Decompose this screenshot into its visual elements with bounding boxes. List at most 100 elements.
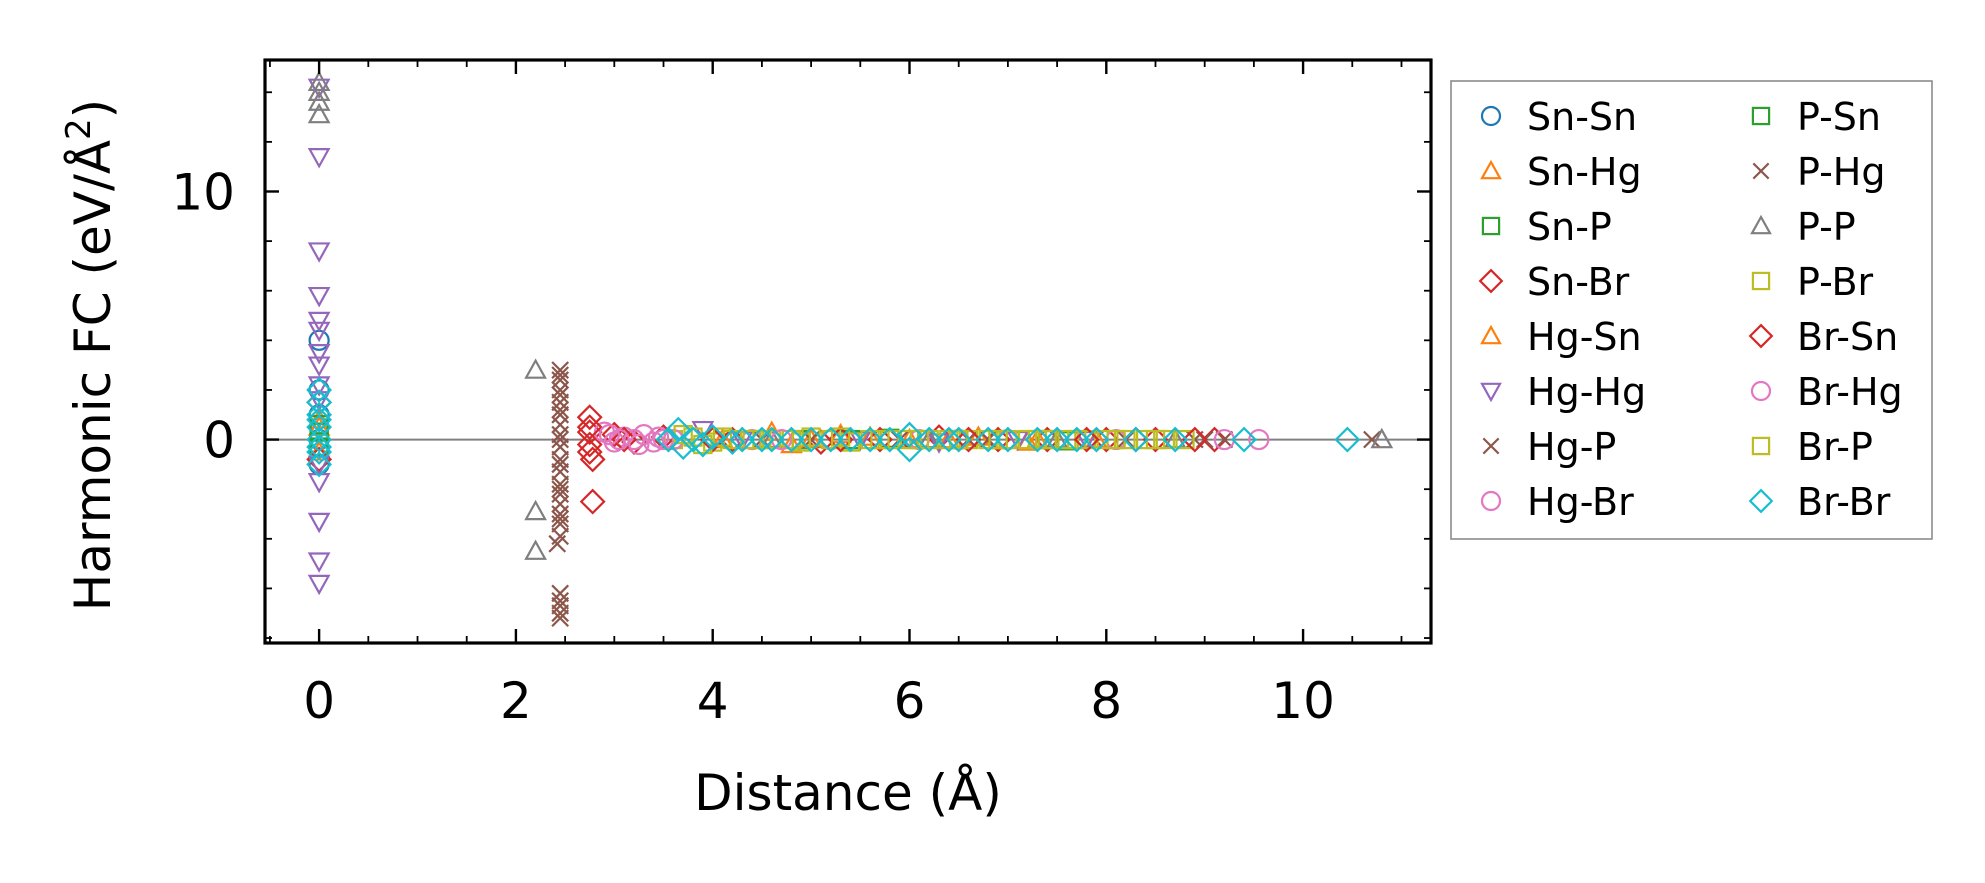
x-tick-label: 10 <box>1271 672 1335 730</box>
point-br-sn <box>576 414 603 441</box>
point-br-br <box>857 426 884 453</box>
point-br-br <box>916 426 943 453</box>
point-br-br <box>306 426 333 453</box>
point-br-br <box>935 426 962 453</box>
legend-marker-hg-p <box>1482 437 1500 455</box>
point-p-hg <box>551 604 570 623</box>
point-p-p <box>524 499 547 521</box>
point-sn-br <box>1201 426 1228 453</box>
point-p-br <box>1135 429 1156 450</box>
point-br-hg <box>598 424 620 446</box>
point-br-p <box>830 427 851 447</box>
point-sn-br <box>579 488 606 515</box>
legend-marker-br-br <box>1748 488 1774 514</box>
legend-label-br-sn: Br-Sn <box>1797 315 1898 359</box>
point-br-br <box>975 426 1002 453</box>
point-sn-br <box>576 419 603 446</box>
point-br-sn <box>1073 426 1100 453</box>
point-hg-p <box>551 596 570 615</box>
point-hg-p <box>551 438 570 456</box>
legend-marker-p-hg <box>1752 162 1770 180</box>
point-p-hg <box>551 400 570 419</box>
point-p-br <box>1037 429 1057 450</box>
y-axis-label-superscript: 2 <box>59 118 99 140</box>
point-br-sn <box>611 426 638 453</box>
legend-marker-hg-hg <box>1480 382 1502 403</box>
point-p-hg <box>551 366 570 384</box>
data-points <box>306 70 1394 628</box>
point-br-br <box>306 451 333 478</box>
point-hg-hg <box>730 430 754 452</box>
legend-marker-hg-sn <box>1480 324 1502 345</box>
point-hg-hg <box>307 356 331 377</box>
point-br-p <box>949 429 969 450</box>
legend-marker-p-sn <box>1751 106 1771 126</box>
point-hg-p <box>551 584 570 603</box>
point-br-br <box>306 401 333 428</box>
point-br-hg <box>647 426 670 448</box>
point-br-br <box>306 376 333 403</box>
point-br-br <box>670 434 697 460</box>
point-br-br <box>306 406 333 433</box>
point-p-hg <box>551 510 570 528</box>
point-p-br <box>1116 429 1136 450</box>
point-hg-hg <box>307 148 331 169</box>
x-tick-label: 6 <box>894 672 926 730</box>
point-br-hg <box>608 428 630 451</box>
legend-label-p-sn: P-Sn <box>1797 95 1881 139</box>
point-sn-br <box>576 404 603 431</box>
point-hg-p <box>1363 430 1381 449</box>
legend-label-hg-p: Hg-P <box>1527 425 1616 469</box>
point-br-sn <box>576 439 603 465</box>
point-br-br <box>778 426 805 453</box>
point-br-br <box>689 431 716 458</box>
legend-label-br-br: Br-Br <box>1797 480 1891 524</box>
point-br-br <box>1044 426 1071 453</box>
point-br-br <box>817 426 844 453</box>
point-hg-sn <box>967 425 990 446</box>
point-p-hg <box>551 455 570 474</box>
point-br-br <box>748 426 775 453</box>
point-br-br <box>655 426 682 453</box>
point-hg-p <box>551 515 570 533</box>
y-axis-label-close: ) <box>64 99 122 119</box>
point-hg-hg <box>307 574 331 596</box>
legend-label-sn-sn: Sn-Sn <box>1527 95 1637 139</box>
point-p-br <box>1155 429 1175 450</box>
point-br-p <box>870 429 890 450</box>
x-tick-label: 2 <box>500 672 532 730</box>
point-sn-sn <box>308 379 330 401</box>
tick-labels: 0 2 4 6 8 10 0 10 <box>171 163 1335 730</box>
point-hg-hg <box>307 473 331 494</box>
point-hg-p <box>1215 430 1234 449</box>
point-br-br <box>798 426 825 453</box>
point-br-sn <box>955 426 982 453</box>
point-br-br <box>1334 426 1361 453</box>
x-tick-label: 8 <box>1090 672 1122 730</box>
point-br-hg <box>1248 428 1270 451</box>
point-p-p <box>307 80 331 101</box>
legend-label-sn-br: Sn-Br <box>1527 260 1630 304</box>
point-br-br <box>896 421 923 448</box>
point-br-br <box>306 439 333 465</box>
y-axis-label-main: Harmonic FC (eV/Å <box>64 140 122 611</box>
legend-label-p-hg: P-Hg <box>1797 150 1886 194</box>
legend-marker-hg-br <box>1480 490 1502 512</box>
point-p-p <box>307 90 331 111</box>
legend-frame <box>1450 80 1933 540</box>
legend-label-sn-hg: Sn-Hg <box>1527 150 1642 194</box>
point-p-br <box>1076 429 1097 450</box>
point-p-p <box>307 70 331 92</box>
point-br-br <box>1063 426 1090 453</box>
legend-marker-br-p <box>1751 436 1771 456</box>
legend-label-hg-sn: Hg-Sn <box>1527 315 1642 359</box>
legend-label-hg-br: Hg-Br <box>1527 480 1634 524</box>
point-p-p <box>1163 427 1187 449</box>
point-br-br <box>1024 426 1051 453</box>
legend-label-br-p: Br-P <box>1797 425 1873 469</box>
point-br-sn <box>1181 426 1208 453</box>
legend-label-sn-p: Sn-P <box>1527 205 1612 249</box>
point-br-br <box>1122 426 1149 453</box>
point-p-p <box>1370 427 1394 449</box>
